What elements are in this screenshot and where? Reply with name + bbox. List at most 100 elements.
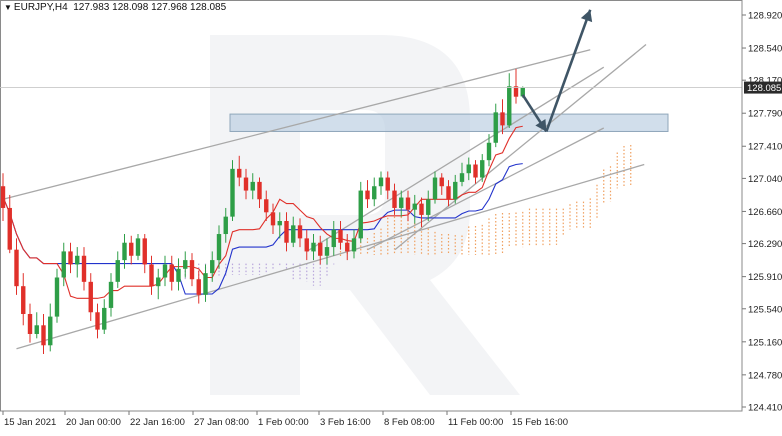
candle-body bbox=[102, 307, 107, 330]
candle-body bbox=[311, 242, 316, 252]
candle-body bbox=[81, 255, 87, 282]
y-tick-label: 125.160 bbox=[748, 337, 782, 348]
x-tick-label: 15 Feb 16:00 bbox=[512, 417, 568, 428]
candle-body bbox=[7, 207, 12, 250]
candle-body bbox=[304, 238, 309, 252]
candle-body bbox=[385, 177, 390, 191]
x-tick-label: 1 Feb 00:00 bbox=[258, 417, 309, 428]
current-price-label: 128.085 bbox=[747, 83, 781, 94]
candle-body bbox=[230, 168, 235, 217]
candle-body bbox=[27, 313, 33, 334]
forecast-arrow-up bbox=[545, 9, 592, 132]
y-tick-label: 127.790 bbox=[748, 109, 782, 120]
candle-body bbox=[297, 225, 303, 239]
candle-body bbox=[277, 220, 282, 226]
candle-body bbox=[520, 87, 525, 97]
candle-body bbox=[405, 197, 411, 210]
x-tick-label: 11 Feb 00:00 bbox=[448, 417, 503, 428]
close-value: 128.085 bbox=[190, 2, 227, 13]
candle-body bbox=[507, 86, 512, 126]
candle-body bbox=[108, 281, 114, 308]
candle-body bbox=[223, 216, 228, 235]
candle-body bbox=[142, 238, 147, 265]
candle-body bbox=[392, 190, 397, 208]
candle-body bbox=[338, 229, 343, 243]
kijun-sen-line bbox=[2, 163, 523, 295]
x-tick-label: 8 Feb 08:00 bbox=[384, 417, 435, 428]
candle-body bbox=[0, 186, 6, 208]
inner-channel-lower-line bbox=[367, 127, 605, 251]
candle-body bbox=[21, 286, 26, 314]
candle-body bbox=[162, 264, 168, 278]
candle-body bbox=[68, 251, 73, 265]
x-tick-label: 27 Jan 08:00 bbox=[194, 417, 249, 428]
candle-body bbox=[210, 260, 215, 274]
inner-channel-upper-line bbox=[306, 66, 605, 252]
candle-body bbox=[399, 197, 404, 208]
y-tick-label: 125.910 bbox=[748, 272, 782, 283]
candle-body bbox=[237, 168, 242, 178]
x-tick-label: 20 Jan 00:00 bbox=[66, 417, 121, 428]
candle-body bbox=[493, 112, 498, 143]
candle-body bbox=[203, 273, 208, 295]
candle-body bbox=[75, 255, 80, 265]
candle-body bbox=[48, 316, 53, 346]
candle-body bbox=[513, 86, 519, 97]
candle-body bbox=[486, 142, 492, 161]
candle-body bbox=[365, 190, 370, 200]
y-tick-label: 126.660 bbox=[748, 207, 782, 218]
y-tick-label: 125.540 bbox=[748, 304, 782, 315]
candle-body bbox=[14, 249, 19, 287]
candle-body bbox=[115, 260, 120, 282]
open-value: 127.983 bbox=[73, 2, 110, 13]
candle-body bbox=[426, 199, 431, 215]
candle-body bbox=[372, 186, 377, 200]
candle-body bbox=[318, 242, 323, 256]
resistance-zone bbox=[229, 113, 669, 132]
candle-body bbox=[412, 203, 417, 210]
current-price-tag bbox=[744, 81, 782, 94]
inner-channel-extension-line bbox=[394, 44, 647, 251]
channel-lower-line bbox=[16, 163, 645, 350]
candle-body bbox=[88, 281, 93, 313]
candle-body bbox=[264, 199, 269, 213]
candle-body bbox=[122, 242, 127, 261]
candle-body bbox=[453, 181, 458, 200]
low-value: 127.968 bbox=[151, 2, 188, 13]
y-tick-label: 124.410 bbox=[748, 403, 782, 414]
candle-body bbox=[345, 242, 350, 252]
candle-body bbox=[129, 242, 134, 256]
candle-body bbox=[419, 203, 424, 215]
candle-body bbox=[358, 190, 363, 239]
forecast-arrow-up-head bbox=[580, 9, 593, 23]
candle-body bbox=[243, 177, 249, 191]
candle-body bbox=[466, 164, 471, 174]
candle-body bbox=[189, 260, 195, 280]
candle-body bbox=[54, 277, 60, 317]
candle-body bbox=[480, 160, 485, 178]
symbol-menu-icon[interactable]: ▼ bbox=[4, 3, 12, 12]
y-tick-label: 124.780 bbox=[748, 370, 782, 381]
candle-body bbox=[135, 238, 141, 256]
candle-body bbox=[176, 268, 181, 282]
forecast-arrow-down-head bbox=[535, 118, 547, 132]
candle-body bbox=[446, 186, 451, 200]
candle-body bbox=[250, 181, 255, 191]
y-tick-label: 128.540 bbox=[748, 44, 782, 55]
candle-body bbox=[183, 260, 188, 269]
candle-body bbox=[459, 173, 465, 182]
candle-body bbox=[196, 279, 201, 295]
candle-body bbox=[270, 212, 276, 226]
y-tick-label: 127.040 bbox=[748, 174, 782, 185]
candle-body bbox=[378, 177, 384, 187]
candle-body bbox=[95, 312, 100, 330]
candle-body bbox=[257, 181, 262, 200]
candle-body bbox=[432, 177, 438, 200]
candle-body bbox=[473, 164, 478, 178]
x-tick-label: 15 Jan 2021 bbox=[4, 417, 56, 428]
y-tick-label: 128.170 bbox=[748, 76, 782, 87]
candle-body bbox=[149, 264, 154, 287]
candle-body bbox=[216, 234, 222, 261]
